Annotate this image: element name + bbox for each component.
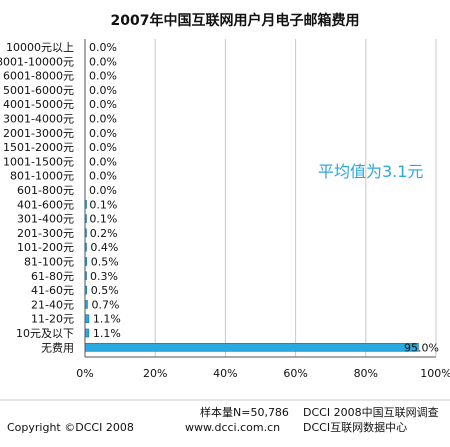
source-survey: DCCI 2008中国互联网调查 [303,405,439,419]
x-tick-label: 100% [420,367,450,380]
value-label: 1.1% [93,327,121,340]
x-tick-label: 40% [213,367,237,380]
value-label: 0.0% [89,170,117,183]
x-axis-ticks: 0% 20% 40% 60% 80% 100% [76,367,450,380]
x-tick-label: 60% [283,367,307,380]
gridlines [154,39,437,357]
value-label: 0.0% [89,113,117,126]
category-label: 5001-6000元 [3,84,74,97]
chart-title: 2007年中国互联网用户月电子邮箱费用 [111,12,360,29]
value-label: 0.0% [89,184,117,197]
category-label: 11-20元 [31,313,74,326]
category-label: 61-80元 [31,270,74,283]
value-label: 1.1% [93,313,121,326]
value-label: 0.4% [90,241,118,254]
copyright: Copyright ©DCCI 2008 [7,421,134,434]
value-label: 0.0% [89,155,117,168]
bar [84,328,90,338]
category-label: 801-1000元 [10,170,74,183]
value-label: 0.1% [89,213,117,226]
x-tick-label: 0% [76,367,93,380]
category-label: 601-800元 [17,184,74,197]
value-label: 0.7% [91,298,119,311]
value-label: 0.0% [89,55,117,68]
value-label: 0.0% [89,41,117,54]
value-label: 0.0% [89,141,117,154]
category-label: 无费用 [41,341,74,354]
x-tick-label: 80% [354,367,378,380]
value-label: 0.1% [89,198,117,211]
data-center-name: DCCI互联网数据中心 [303,420,407,434]
category-labels: 10000元以上8001-10000元6001-8000元5001-6000元4… [0,41,74,354]
category-label: 41-60元 [31,284,74,297]
sample-size: 样本量N=50,786 [200,405,289,419]
average-annotation: 平均值为3.1元 [318,162,423,181]
category-label: 101-200元 [17,241,74,254]
category-label: 401-600元 [17,198,74,211]
category-label: 21-40元 [31,298,74,311]
bar-series [84,200,419,352]
category-label: 3001-4000元 [3,113,74,126]
category-label: 10元及以下 [16,327,74,340]
value-label: 0.5% [91,256,119,269]
x-tick-label: 20% [143,367,167,380]
category-label: 6001-8000元 [3,70,74,83]
bar [84,314,90,324]
category-label: 8001-10000元 [0,55,74,68]
category-label: 4001-5000元 [3,98,74,111]
value-label: 0.0% [89,127,117,140]
value-label: 0.3% [90,270,118,283]
category-label: 1501-2000元 [3,141,74,154]
category-label: 301-400元 [17,213,74,226]
value-labels: 0.0%0.0%0.0%0.0%0.0%0.0%0.0%0.0%0.0%0.0%… [89,41,439,354]
value-label: 95.0% [404,341,439,354]
value-label: 0.0% [89,98,117,111]
value-label: 0.0% [89,70,117,83]
category-label: 2001-3000元 [3,127,74,140]
bar [84,342,419,352]
category-label: 201-300元 [17,227,74,240]
website-url: www.dcci.com.cn [185,421,280,434]
category-label: 10000元以上 [6,41,74,54]
category-label: 1001-1500元 [3,155,74,168]
category-label: 81-100元 [24,256,74,269]
value-label: 0.0% [89,84,117,97]
value-label: 0.5% [91,284,119,297]
value-label: 0.2% [90,227,118,240]
